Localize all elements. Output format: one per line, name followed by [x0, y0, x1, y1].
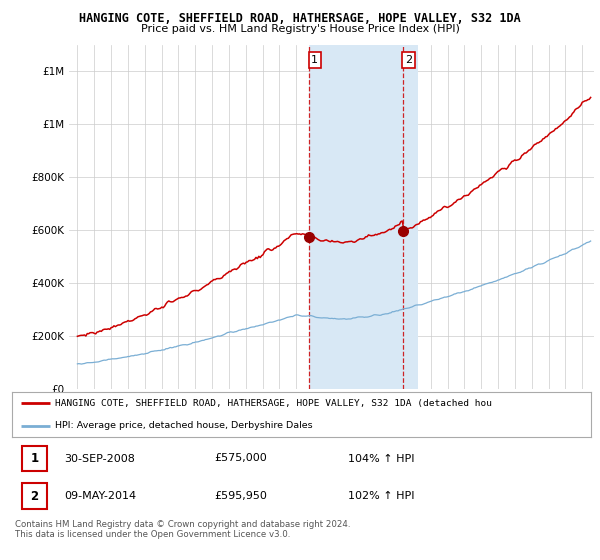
Text: 104% ↑ HPI: 104% ↑ HPI	[348, 454, 415, 464]
Text: 2: 2	[31, 490, 38, 503]
Text: HPI: Average price, detached house, Derbyshire Dales: HPI: Average price, detached house, Derb…	[55, 421, 313, 430]
Text: Contains HM Land Registry data © Crown copyright and database right 2024.
This d: Contains HM Land Registry data © Crown c…	[15, 520, 350, 539]
Text: HANGING COTE, SHEFFIELD ROAD, HATHERSAGE, HOPE VALLEY, S32 1DA: HANGING COTE, SHEFFIELD ROAD, HATHERSAGE…	[79, 12, 521, 25]
Text: 2: 2	[405, 55, 412, 65]
Text: 09-MAY-2014: 09-MAY-2014	[64, 491, 136, 501]
Text: 1: 1	[31, 452, 38, 465]
Text: 1: 1	[311, 55, 319, 65]
Text: £575,000: £575,000	[215, 454, 268, 464]
Text: 30-SEP-2008: 30-SEP-2008	[64, 454, 135, 464]
FancyBboxPatch shape	[22, 483, 47, 509]
Bar	[309, 45, 418, 389]
Text: Price paid vs. HM Land Registry's House Price Index (HPI): Price paid vs. HM Land Registry's House …	[140, 24, 460, 34]
Text: 102% ↑ HPI: 102% ↑ HPI	[348, 491, 415, 501]
FancyBboxPatch shape	[22, 446, 47, 472]
Text: HANGING COTE, SHEFFIELD ROAD, HATHERSAGE, HOPE VALLEY, S32 1DA (detached hou: HANGING COTE, SHEFFIELD ROAD, HATHERSAGE…	[55, 399, 493, 408]
Text: £595,950: £595,950	[215, 491, 268, 501]
